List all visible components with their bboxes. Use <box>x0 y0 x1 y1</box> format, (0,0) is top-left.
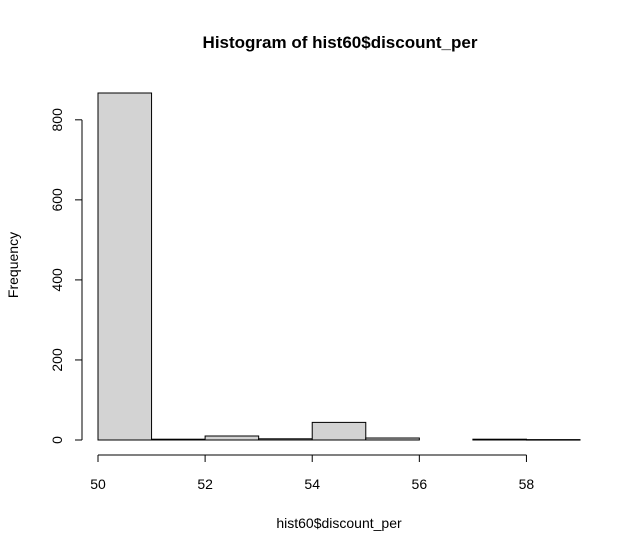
x-axis-label: hist60$discount_per <box>276 515 402 531</box>
y-tick-label-2: 400 <box>49 268 65 292</box>
y-axis: 0 200 400 600 800 <box>49 108 83 444</box>
histogram-bar-3 <box>258 438 313 441</box>
x-tick-label-3: 56 <box>412 476 428 492</box>
chart-title: Histogram of hist60$discount_per <box>203 33 478 52</box>
y-tick-label-1: 200 <box>49 348 65 372</box>
histogram-bar-0 <box>97 92 153 441</box>
x-tick-label-2: 54 <box>304 476 320 492</box>
y-tick-label-3: 600 <box>49 188 65 212</box>
histogram-bar-2 <box>204 435 260 441</box>
y-tick-label-0: 0 <box>49 436 65 444</box>
x-tick-label-1: 52 <box>197 476 213 492</box>
histogram-bars <box>97 92 581 441</box>
histogram-bar-1 <box>151 438 206 441</box>
x-tick-label-0: 50 <box>90 476 106 492</box>
histogram-bar-4 <box>311 421 367 441</box>
y-axis-label: Frequency <box>5 232 21 298</box>
x-axis: 50 52 54 56 58 <box>90 454 535 492</box>
histogram-bar-8 <box>525 439 581 441</box>
x-tick-label-4: 58 <box>519 476 535 492</box>
histogram-bar-7 <box>472 438 527 441</box>
histogram-bar-5 <box>365 437 420 441</box>
y-tick-label-4: 800 <box>49 108 65 132</box>
